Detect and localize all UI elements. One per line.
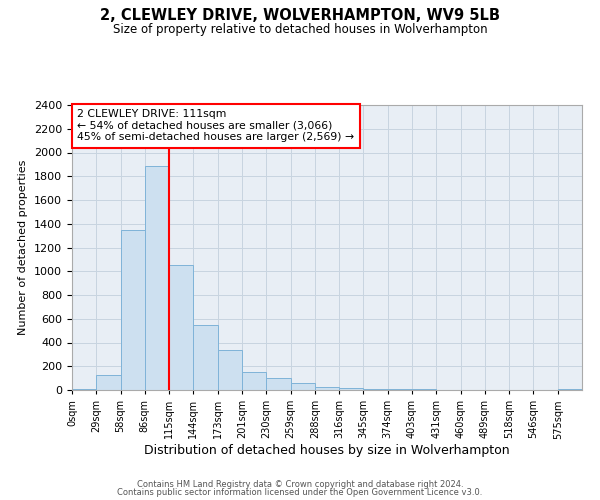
Y-axis label: Number of detached properties: Number of detached properties bbox=[19, 160, 28, 335]
Bar bbox=[218, 350, 242, 390]
Bar bbox=[169, 266, 193, 390]
Bar bbox=[242, 372, 266, 390]
Bar bbox=[558, 389, 582, 390]
Text: Contains public sector information licensed under the Open Government Licence v3: Contains public sector information licen… bbox=[118, 488, 482, 497]
Bar bbox=[339, 388, 364, 390]
Bar bbox=[266, 378, 290, 390]
Bar bbox=[364, 389, 388, 390]
Bar bbox=[315, 386, 339, 390]
Text: 2 CLEWLEY DRIVE: 111sqm
← 54% of detached houses are smaller (3,066)
45% of semi: 2 CLEWLEY DRIVE: 111sqm ← 54% of detache… bbox=[77, 110, 354, 142]
Bar bbox=[412, 389, 436, 390]
Bar bbox=[72, 389, 96, 390]
Bar bbox=[121, 230, 145, 390]
Bar bbox=[193, 324, 218, 390]
Bar bbox=[96, 375, 121, 390]
X-axis label: Distribution of detached houses by size in Wolverhampton: Distribution of detached houses by size … bbox=[144, 444, 510, 457]
Bar bbox=[145, 166, 169, 390]
Text: Contains HM Land Registry data © Crown copyright and database right 2024.: Contains HM Land Registry data © Crown c… bbox=[137, 480, 463, 489]
Bar bbox=[290, 383, 315, 390]
Text: 2, CLEWLEY DRIVE, WOLVERHAMPTON, WV9 5LB: 2, CLEWLEY DRIVE, WOLVERHAMPTON, WV9 5LB bbox=[100, 8, 500, 22]
Text: Size of property relative to detached houses in Wolverhampton: Size of property relative to detached ho… bbox=[113, 22, 487, 36]
